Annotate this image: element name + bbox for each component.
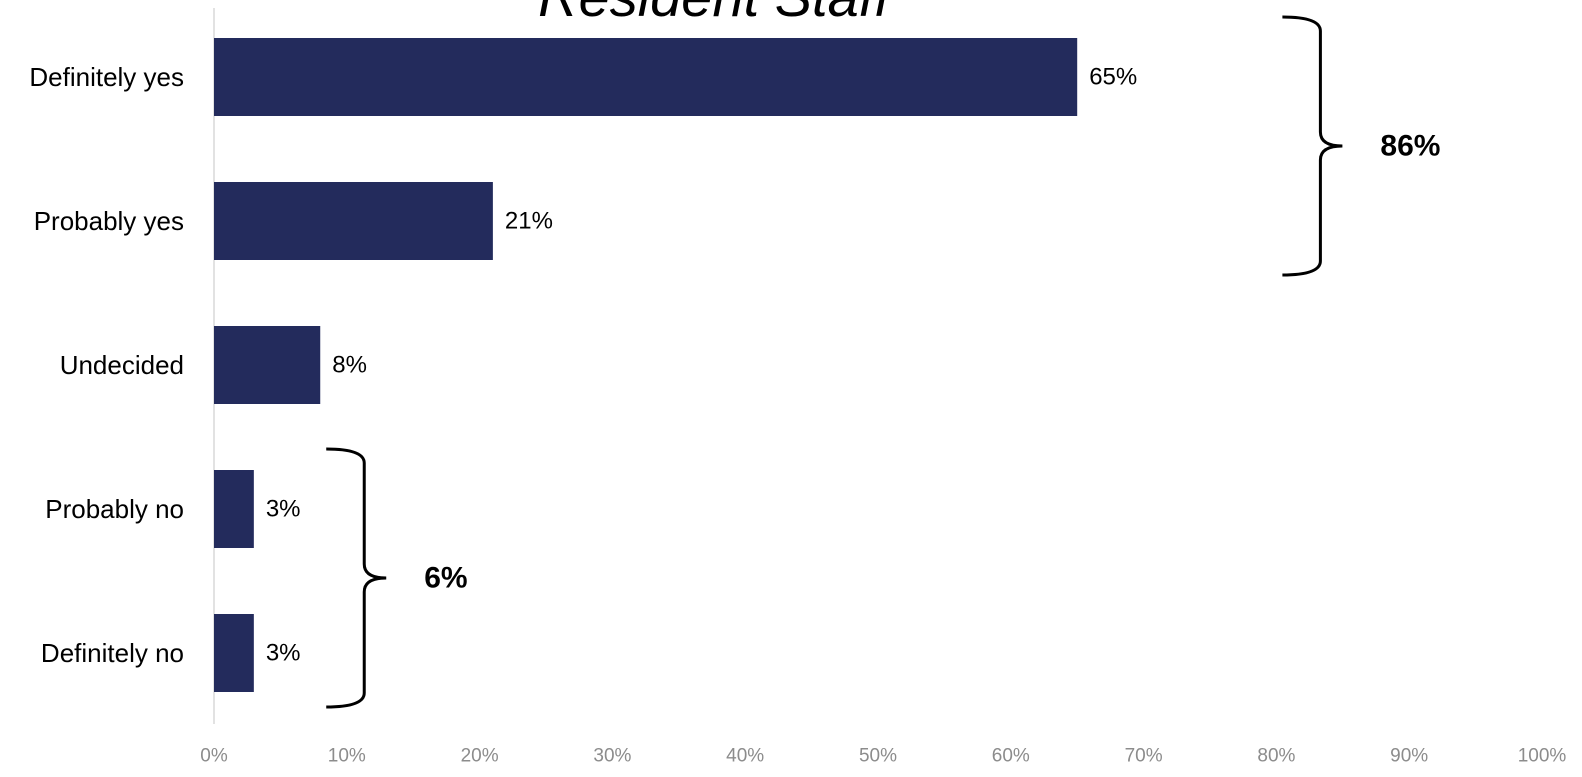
bracket-label-86: 86% (1380, 130, 1440, 163)
data-label-probably-no: 3% (266, 496, 301, 523)
chart-title: Resident Staff (538, 0, 895, 28)
bracket-6 (326, 447, 387, 709)
bar-definitely-no (214, 614, 254, 692)
x-tick-label-10: 10% (328, 746, 366, 767)
bracket-86 (1282, 15, 1343, 277)
category-label-probably-no: Probably no (45, 494, 184, 524)
data-label-probably-yes: 21% (505, 208, 553, 235)
bar-definitely-yes (214, 38, 1078, 116)
data-labels-group: 65% 21% 8% 3% 3% (266, 64, 1137, 667)
category-label-undecided: Undecided (60, 350, 184, 380)
data-label-definitely-yes: 65% (1089, 64, 1137, 91)
category-label-definitely-yes: Definitely yes (29, 62, 184, 92)
x-axis-ticks-group: 0% 10% 20% 30% 40% 50% 60% 70% 80% 90% 100% (200, 746, 1566, 767)
x-tick-label-50: 50% (859, 746, 897, 767)
category-label-definitely-no: Definitely no (41, 638, 184, 668)
bracket-label-6: 6% (424, 562, 467, 595)
x-tick-label-90: 90% (1390, 746, 1428, 767)
data-label-undecided: 8% (332, 352, 367, 379)
brackets-group: 86% 6% (326, 15, 1440, 709)
x-tick-label-40: 40% (726, 746, 764, 767)
x-tick-label-30: 30% (593, 746, 631, 767)
category-labels-group: Definitely yes Probably yes Undecided Proba… (29, 62, 184, 668)
bar-undecided (214, 326, 321, 404)
x-tick-label-80: 80% (1257, 746, 1295, 767)
category-label-probably-yes: Probably yes (34, 206, 184, 236)
x-tick-label-0: 0% (200, 746, 228, 767)
bar-probably-yes (214, 182, 493, 260)
data-label-definitely-no: 3% (266, 640, 301, 667)
x-tick-label-60: 60% (992, 746, 1030, 767)
x-tick-label-100: 100% (1518, 746, 1567, 767)
bars-group (214, 38, 1078, 692)
bar-probably-no (214, 470, 254, 548)
x-tick-label-70: 70% (1125, 746, 1163, 767)
x-tick-label-20: 20% (461, 746, 499, 767)
